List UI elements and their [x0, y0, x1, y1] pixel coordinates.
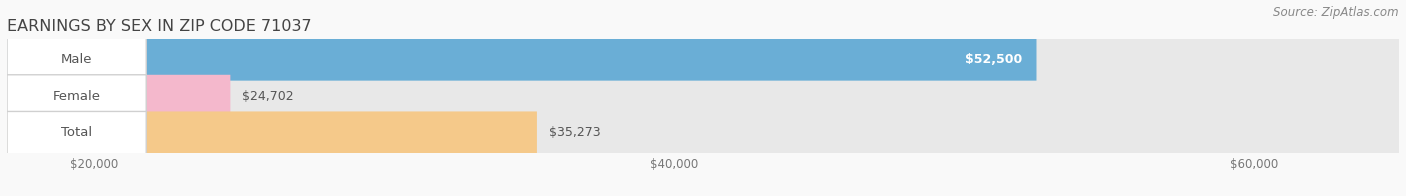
- FancyBboxPatch shape: [7, 38, 1399, 81]
- FancyBboxPatch shape: [7, 38, 1036, 81]
- FancyBboxPatch shape: [7, 75, 231, 117]
- FancyBboxPatch shape: [7, 75, 146, 117]
- Text: Male: Male: [60, 53, 93, 66]
- Text: EARNINGS BY SEX IN ZIP CODE 71037: EARNINGS BY SEX IN ZIP CODE 71037: [7, 19, 312, 34]
- FancyBboxPatch shape: [7, 112, 537, 154]
- FancyBboxPatch shape: [7, 112, 1399, 154]
- FancyBboxPatch shape: [7, 75, 1399, 117]
- FancyBboxPatch shape: [7, 112, 146, 154]
- Text: $52,500: $52,500: [965, 53, 1022, 66]
- Text: Total: Total: [60, 126, 93, 139]
- Text: Source: ZipAtlas.com: Source: ZipAtlas.com: [1274, 6, 1399, 19]
- Text: $24,702: $24,702: [242, 90, 294, 103]
- Text: $35,273: $35,273: [548, 126, 600, 139]
- Text: Female: Female: [52, 90, 101, 103]
- FancyBboxPatch shape: [7, 38, 146, 81]
